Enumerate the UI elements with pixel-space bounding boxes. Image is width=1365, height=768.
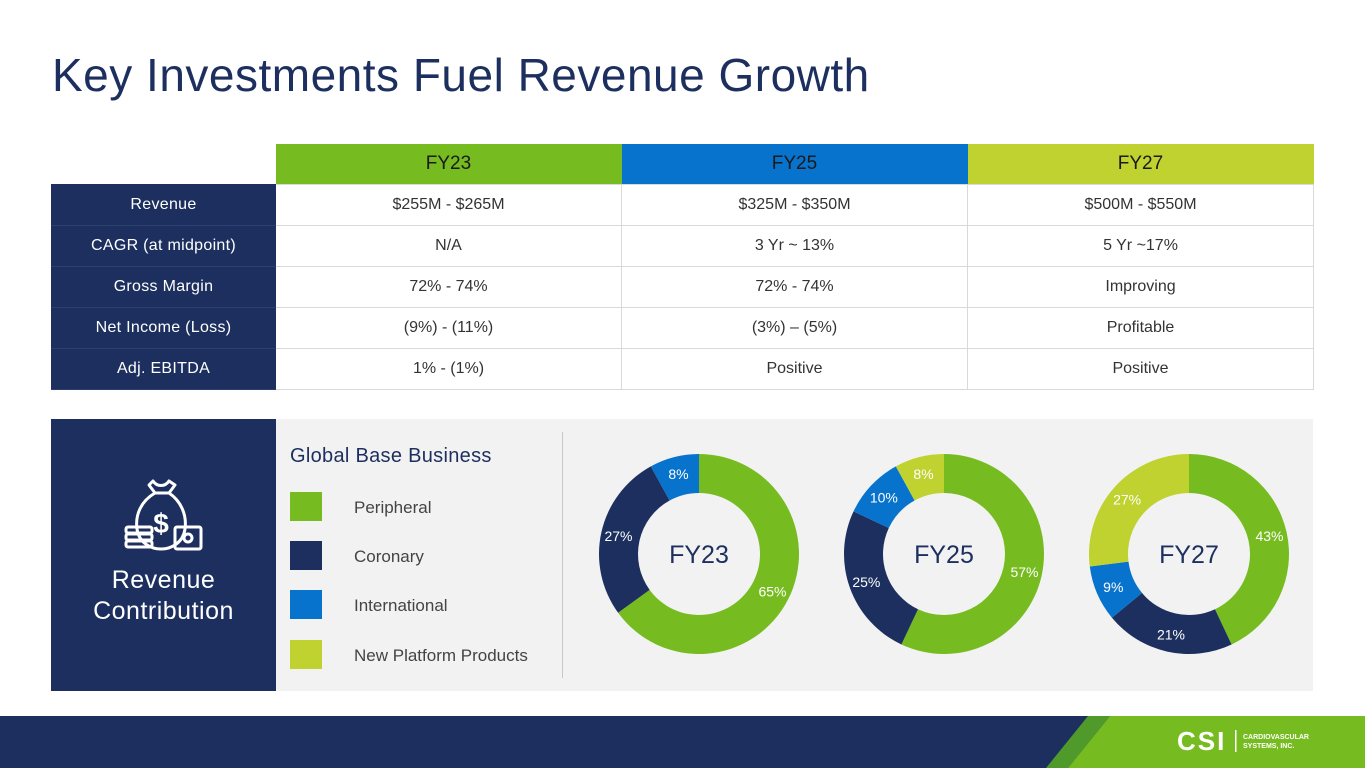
- donut-slice-international: [650, 454, 699, 501]
- legend-swatch: [290, 590, 322, 619]
- donut-data-label: 25%: [852, 574, 880, 590]
- donut-data-label: 8%: [668, 466, 688, 482]
- logo-text: CSI: [1177, 726, 1226, 756]
- csi-logo: CSI CARDIOVASCULAR SYSTEMS, INC.: [1177, 726, 1317, 763]
- table-cell: Positive: [967, 348, 1314, 390]
- donut-slice-peripheral: [618, 454, 799, 654]
- legend-label: New Platform Products: [354, 646, 528, 665]
- legend-title: Global Base Business: [290, 445, 492, 467]
- table-row: Gross Margin 72% - 74% 72% - 74% Improvi…: [51, 266, 1314, 308]
- legend-label: Peripheral: [354, 498, 432, 517]
- donut-data-label: 27%: [1113, 491, 1141, 507]
- donut-data-label: 10%: [870, 490, 898, 506]
- panel-title-line: Revenue Contribution: [93, 566, 234, 625]
- money-bag-icon: $: [124, 479, 203, 551]
- header-blank-cell: [51, 144, 276, 185]
- legend-swatch: [290, 541, 322, 570]
- table-row: CAGR (at midpoint) N/A 3 Yr ~ 13% 5 Yr ~…: [51, 225, 1314, 267]
- company-line2: SYSTEMS, INC.: [1243, 743, 1294, 750]
- table-cell: $500M - $550M: [967, 184, 1314, 226]
- donut-slice-peripheral: [901, 454, 1044, 654]
- donut-center-label: FY25: [914, 541, 974, 569]
- donut-slice-coronary: [1111, 592, 1232, 654]
- donut-data-label: 21%: [1157, 627, 1185, 643]
- donut-center-label: FY23: [669, 541, 729, 569]
- table-cell: (3%) – (5%): [621, 307, 968, 349]
- year-header: FY23: [275, 144, 622, 185]
- revenue-contribution-panel: $ Revenue Contribution Global Base Busin…: [51, 419, 1313, 691]
- row-label: Net Income (Loss): [51, 307, 276, 349]
- donut-slice-coronary: [844, 511, 919, 645]
- donut-slice-international: [853, 466, 915, 529]
- donut-data-label: 8%: [913, 466, 933, 482]
- table-row: Net Income (Loss) (9%) - (11%) (3%) – (5…: [51, 307, 1314, 349]
- table-row: Revenue $255M - $265M $325M - $350M $500…: [51, 184, 1314, 226]
- revenue-contribution-header: $ Revenue Contribution: [51, 419, 276, 691]
- table-cell: N/A: [275, 225, 622, 267]
- table-cell: $255M - $265M: [275, 184, 622, 226]
- row-label: Adj. EBITDA: [51, 348, 276, 390]
- row-label: CAGR (at midpoint): [51, 225, 276, 267]
- csi-logo-mark: CSI CARDIOVASCULAR SYSTEMS, INC.: [1177, 726, 1309, 756]
- legend-label: Coronary: [354, 547, 424, 566]
- donut-chart-fy23: 65% 27% 8% FY23: [599, 454, 799, 654]
- donut-slice-international: [1089, 561, 1142, 618]
- page-title: Key Investments Fuel Revenue Growth: [52, 49, 870, 101]
- row-label: Gross Margin: [51, 266, 276, 308]
- table-cell: Profitable: [967, 307, 1314, 349]
- table-cell: 1% - (1%): [275, 348, 622, 390]
- donut-slice-coronary: [599, 466, 670, 613]
- table-cell: Positive: [621, 348, 968, 390]
- donut-slice-new-platform-products: [895, 454, 944, 501]
- row-label: Revenue: [51, 184, 276, 226]
- footer-accent: [1046, 716, 1365, 768]
- year-header: FY27: [967, 144, 1314, 185]
- footer-accent-block: [1068, 716, 1365, 768]
- donut-data-label: 65%: [758, 583, 786, 599]
- panel-divider: [562, 432, 563, 678]
- donut-data-label: 27%: [604, 528, 632, 544]
- donut-slice-new-platform-products: [1089, 454, 1189, 567]
- year-header: FY25: [621, 144, 968, 185]
- donut-data-label: 9%: [1103, 579, 1123, 595]
- table-cell: Improving: [967, 266, 1314, 308]
- donut-chart-fy27: 43% 21% 9% 27% FY27: [1089, 454, 1289, 654]
- footer-accent-stripe: [1046, 716, 1110, 768]
- donut-slice-peripheral: [1189, 454, 1289, 645]
- table-cell: $325M - $350M: [621, 184, 968, 226]
- table-row: Adj. EBITDA 1% - (1%) Positive Positive: [51, 348, 1314, 390]
- table-cell: (9%) - (11%): [275, 307, 622, 349]
- donut-data-label: 57%: [1010, 564, 1038, 580]
- table-cell: 72% - 74%: [621, 266, 968, 308]
- legend-label: International: [354, 596, 448, 615]
- svg-text:$: $: [153, 508, 169, 539]
- revenue-contribution-title: Revenue Contribution: [51, 565, 276, 627]
- donut-center-label: FY27: [1159, 541, 1219, 569]
- table-cell: 5 Yr ~17%: [967, 225, 1314, 267]
- table-header-row: FY23 FY25 FY27: [51, 144, 1314, 185]
- legend-swatch: [290, 492, 322, 521]
- financial-targets-table: FY23 FY25 FY27 Revenue $255M - $265M $32…: [51, 144, 1314, 390]
- table-cell: 3 Yr ~ 13%: [621, 225, 968, 267]
- donut-chart-fy25: 57% 25% 10% 8% FY25: [844, 454, 1044, 654]
- company-line1: CARDIOVASCULAR: [1243, 734, 1309, 741]
- donut-data-label: 43%: [1255, 528, 1283, 544]
- table-cell: 72% - 74%: [275, 266, 622, 308]
- legend-swatch: [290, 640, 322, 669]
